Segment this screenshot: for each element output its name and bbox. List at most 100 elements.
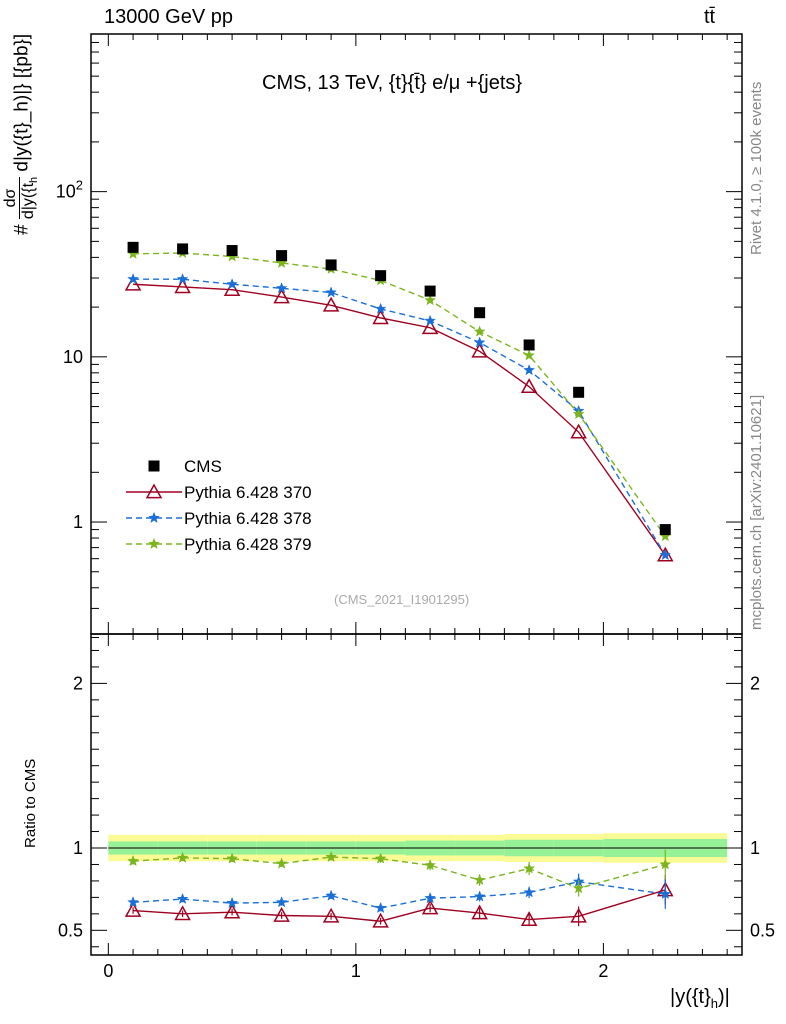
legend-series-1-label: Pythia 6.428 378 bbox=[184, 509, 312, 528]
ratio-series-0-point bbox=[223, 903, 241, 919]
ratio-tick-label-left: 1 bbox=[73, 838, 83, 858]
ratio-series-0-point bbox=[471, 904, 488, 920]
x-tick-label: 0 bbox=[103, 961, 113, 981]
series-0-line bbox=[133, 283, 666, 556]
cms-data-point bbox=[325, 259, 337, 271]
y-tick-label: 1 bbox=[73, 512, 83, 532]
ratio-series-2-point bbox=[127, 854, 139, 867]
x-axis-label-sub: h bbox=[710, 996, 719, 1011]
ratio-series-2-point bbox=[659, 858, 672, 870]
x-axis-label-end: )| bbox=[718, 986, 730, 1008]
ratio-series-2-point bbox=[424, 859, 436, 871]
ratio-series-2-point bbox=[226, 852, 238, 864]
ratio-series-2-point bbox=[572, 882, 585, 894]
cms-data-point bbox=[127, 241, 139, 253]
y-tick-label: 102 bbox=[56, 178, 83, 202]
energy-label: 13000 GeV pp bbox=[104, 6, 233, 28]
series-0-point bbox=[124, 275, 142, 291]
series-1-point bbox=[127, 272, 139, 285]
series-0-point bbox=[421, 319, 439, 335]
series-0-point bbox=[471, 342, 488, 358]
legend-series-0-label: Pythia 6.428 370 bbox=[184, 483, 312, 502]
series-1-point bbox=[325, 286, 337, 298]
ratio-series-1-point bbox=[523, 886, 536, 898]
chart-title: CMS, 13 TeV, {t}{t̄} e/μ +{jets} bbox=[262, 72, 523, 94]
cms-data-point bbox=[424, 285, 436, 297]
ratio-series-1-point bbox=[275, 896, 288, 908]
ratio-series-0-point bbox=[570, 907, 587, 923]
ratio-series-0-line bbox=[133, 889, 666, 922]
ratio-series-2-point bbox=[325, 850, 337, 863]
legend-series-0-marker bbox=[145, 483, 163, 499]
ratio-series-1-point bbox=[226, 896, 238, 909]
ratio-tick-label-right: 1 bbox=[750, 838, 760, 858]
series-1-point bbox=[275, 282, 288, 294]
ratio-tick-label-right: 0.5 bbox=[750, 920, 775, 940]
series-0-point bbox=[174, 278, 191, 294]
ratio-tick-label-right: 2 bbox=[750, 673, 760, 693]
legend-cms-label: CMS bbox=[184, 457, 222, 476]
ratio-series-2-point bbox=[523, 862, 536, 874]
ratio-series-1-line bbox=[133, 881, 666, 909]
cms-data-point bbox=[573, 386, 585, 398]
ratio-series-2-point bbox=[176, 851, 189, 863]
series-2-point bbox=[523, 349, 536, 361]
ratio-tick-label-left: 0.5 bbox=[58, 920, 83, 940]
ratio-series-2-point bbox=[275, 857, 288, 869]
x-tick-label: 2 bbox=[598, 961, 608, 981]
series-1-point bbox=[374, 302, 387, 314]
series-0-point bbox=[273, 288, 290, 304]
cms-data-point bbox=[474, 307, 486, 319]
ratio-tick-label-left: 2 bbox=[73, 673, 83, 693]
series-1-point bbox=[176, 272, 189, 285]
legend-series-2-marker bbox=[148, 537, 160, 549]
ratio-series-0-point bbox=[322, 907, 340, 923]
series-1-point bbox=[226, 278, 238, 290]
ratio-series-1-point bbox=[659, 887, 672, 900]
series-1-point bbox=[659, 548, 672, 561]
ratio-series-1-point bbox=[127, 896, 139, 908]
series-2-point bbox=[275, 256, 288, 268]
cms-data-point bbox=[226, 245, 238, 257]
ratio-series-0-point bbox=[174, 905, 191, 921]
series-2-point bbox=[473, 325, 486, 337]
analysis-watermark: (CMS_2021_I1901295) bbox=[334, 592, 470, 607]
ratio-series-1-point bbox=[325, 889, 337, 901]
series-2-point bbox=[572, 407, 585, 420]
series-0-point bbox=[520, 378, 538, 393]
ratio-series-2-line bbox=[133, 856, 666, 890]
cms-data-point bbox=[523, 339, 535, 351]
cms-data-point bbox=[276, 250, 288, 262]
series-2-point bbox=[424, 294, 436, 306]
cms-data-point bbox=[177, 243, 189, 255]
series-2-line bbox=[133, 252, 666, 537]
series-0-point bbox=[570, 423, 587, 439]
legend-series-1-marker bbox=[148, 511, 160, 523]
x-axis-label-main: |y({t} bbox=[670, 986, 711, 1008]
ratio-series-0-point bbox=[520, 911, 538, 926]
legend-series-2-label: Pythia 6.428 379 bbox=[184, 535, 312, 554]
ratio-series-1-point bbox=[176, 892, 189, 905]
ratio-series-0-point bbox=[273, 906, 290, 922]
series-0-point bbox=[372, 309, 389, 325]
series-1-point bbox=[523, 363, 536, 376]
ratio-plot-frame bbox=[90, 633, 743, 956]
ratio-series-2-point bbox=[374, 852, 387, 864]
ratio-series-2-point bbox=[473, 873, 486, 886]
x-tick-label: 1 bbox=[351, 961, 361, 981]
ratio-series-1-point bbox=[374, 901, 387, 914]
ratio-series-1-point bbox=[473, 890, 486, 902]
ratio-series-0-point bbox=[124, 902, 142, 917]
x-axis-label: |y({t}h)| bbox=[670, 986, 730, 1011]
ratio-series-1-point bbox=[424, 891, 436, 904]
series-1-point bbox=[473, 336, 486, 348]
cms-data-point bbox=[375, 270, 387, 282]
cms-data-point bbox=[659, 524, 671, 536]
process-label: tt̄ bbox=[704, 6, 716, 28]
series-1-point bbox=[424, 314, 436, 326]
legend-cms-marker bbox=[148, 460, 160, 472]
y-tick-label: 10 bbox=[63, 347, 83, 367]
ratio-series-0-point bbox=[421, 899, 439, 915]
series-0-point bbox=[322, 296, 340, 312]
